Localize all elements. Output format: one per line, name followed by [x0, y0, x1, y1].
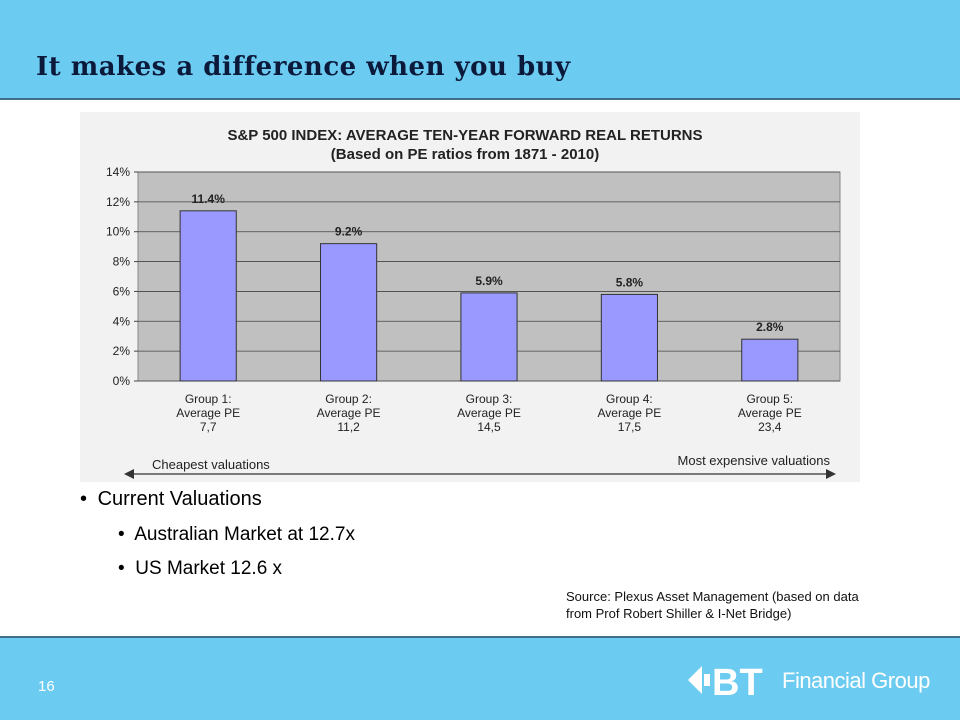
bar: [600, 293, 658, 382]
y-tick-label: 8%: [113, 255, 131, 269]
x-tick-label: Group 2:: [325, 392, 372, 406]
x-tick-label: Group 1:: [185, 392, 232, 406]
y-tick-label: 0%: [113, 374, 131, 388]
bar-value-label: 11.4%: [192, 192, 226, 206]
page-number: 16: [38, 678, 55, 695]
arrow-right-label: Most expensive valuations: [678, 453, 831, 468]
bullet-dot: •: [80, 488, 88, 510]
bt-logo-letters: BT: [712, 662, 763, 700]
bar-value-label: 5.8%: [616, 275, 644, 289]
bar: [179, 210, 237, 382]
bt-logo-mark-icon: BT: [688, 662, 763, 704]
bullet-us-market: • US Market 12.6 x: [118, 558, 282, 580]
bar: [460, 292, 518, 382]
arrow-left-head: [124, 469, 134, 479]
x-tick-label: Average PE: [597, 406, 661, 420]
chart-svg: S&P 500 INDEX: AVERAGE TEN-YEAR FORWARD …: [80, 112, 860, 482]
x-tick-label: Average PE: [176, 406, 240, 420]
logo-text: Financial Group: [782, 668, 930, 693]
bar-value-label: 9.2%: [335, 225, 363, 239]
x-tick-label: 7,7: [200, 420, 217, 434]
x-tick-label: 17,5: [618, 420, 642, 434]
x-tick-label: Group 4:: [606, 392, 653, 406]
bar-chart: S&P 500 INDEX: AVERAGE TEN-YEAR FORWARD …: [80, 112, 860, 482]
bt-logo: BT Financial Group: [686, 660, 946, 704]
bullet-dot: •: [118, 558, 125, 579]
bar: [320, 243, 378, 382]
bar: [741, 338, 799, 382]
chart-title: S&P 500 INDEX: AVERAGE TEN-YEAR FORWARD …: [227, 127, 702, 144]
x-tick-label: 23,4: [758, 420, 782, 434]
footer-divider: [0, 636, 960, 638]
bullet-text: Current Valuations: [97, 488, 262, 510]
chart-subtitle: (Based on PE ratios from 1871 - 2010): [331, 146, 599, 163]
y-tick-label: 2%: [113, 344, 131, 358]
x-tick-label: Average PE: [317, 406, 381, 420]
y-tick-label: 4%: [113, 314, 131, 328]
arrow-left-label: Cheapest valuations: [152, 457, 270, 472]
slide-footer: 16 BT Financial Group: [0, 638, 960, 720]
source-note: Source: Plexus Asset Management (based o…: [566, 588, 946, 622]
x-tick-label: Average PE: [738, 406, 802, 420]
bullet-dot: •: [118, 524, 125, 545]
bullet-text: Australian Market at 12.7x: [134, 524, 355, 545]
x-tick-label: 11,2: [337, 420, 360, 434]
bar-value-label: 2.8%: [756, 320, 784, 334]
bullet-australian-market: • Australian Market at 12.7x: [118, 524, 355, 546]
arrow-right-head: [826, 469, 836, 479]
source-line-1: Source: Plexus Asset Management (based o…: [566, 589, 859, 604]
bullet-text: US Market 12.6 x: [135, 558, 283, 579]
x-tick-label: Group 5:: [746, 392, 793, 406]
y-tick-label: 10%: [106, 225, 130, 239]
y-tick-label: 12%: [106, 195, 130, 209]
y-tick-label: 6%: [113, 284, 131, 298]
x-tick-label: 14,5: [477, 420, 501, 434]
slide-header: It makes a difference when you buy: [0, 0, 960, 100]
bullet-current-valuations: • Current Valuations: [80, 488, 262, 511]
bar-value-label: 5.9%: [475, 274, 503, 288]
x-tick-label: Group 3:: [466, 392, 513, 406]
source-line-2: from Prof Robert Shiller & I-Net Bridge): [566, 606, 792, 621]
x-tick-label: Average PE: [457, 406, 521, 420]
y-tick-label: 14%: [106, 165, 130, 179]
slide-title: It makes a difference when you buy: [36, 52, 571, 82]
